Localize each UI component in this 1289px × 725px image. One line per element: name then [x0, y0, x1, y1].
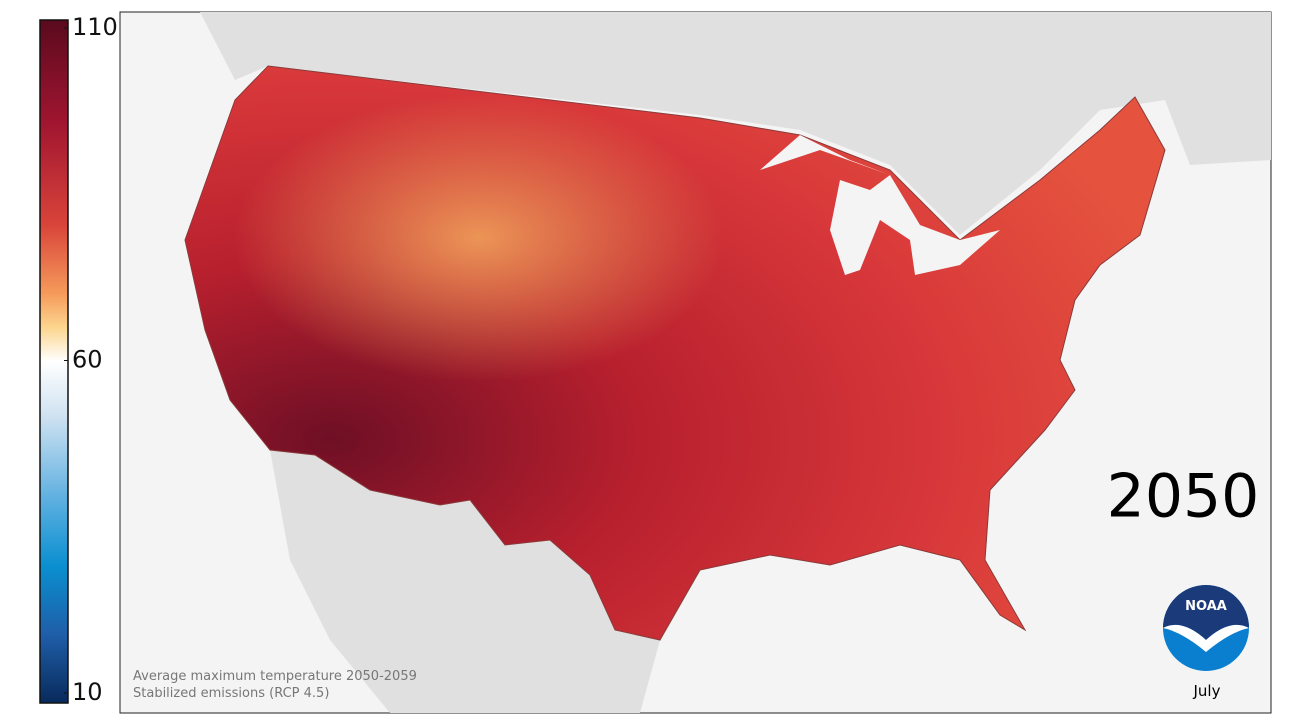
tick-label: 60	[72, 346, 103, 374]
tick-label: 110	[72, 13, 118, 41]
caption-line1: Average maximum temperature 2050-2059	[133, 669, 417, 684]
canada	[200, 12, 1271, 235]
caption-line2: Stabilized emissions (RCP 4.5)	[133, 686, 329, 701]
year: 2050	[1107, 462, 1260, 532]
noaa-logo: NOAA	[1163, 585, 1249, 671]
great-lakes	[760, 135, 1000, 275]
logo-text: NOAA	[1185, 599, 1227, 614]
logo-top	[1163, 585, 1249, 640]
mountain-overlay	[185, 66, 1165, 640]
logo-bird	[1163, 624, 1249, 652]
tick-label: 10	[72, 678, 103, 706]
mexico	[270, 450, 660, 713]
month: July	[1193, 682, 1221, 700]
basemap	[184, 12, 1271, 713]
colorbar-ticks: 10 60 110	[64, 13, 118, 706]
colorbar	[39, 19, 69, 704]
